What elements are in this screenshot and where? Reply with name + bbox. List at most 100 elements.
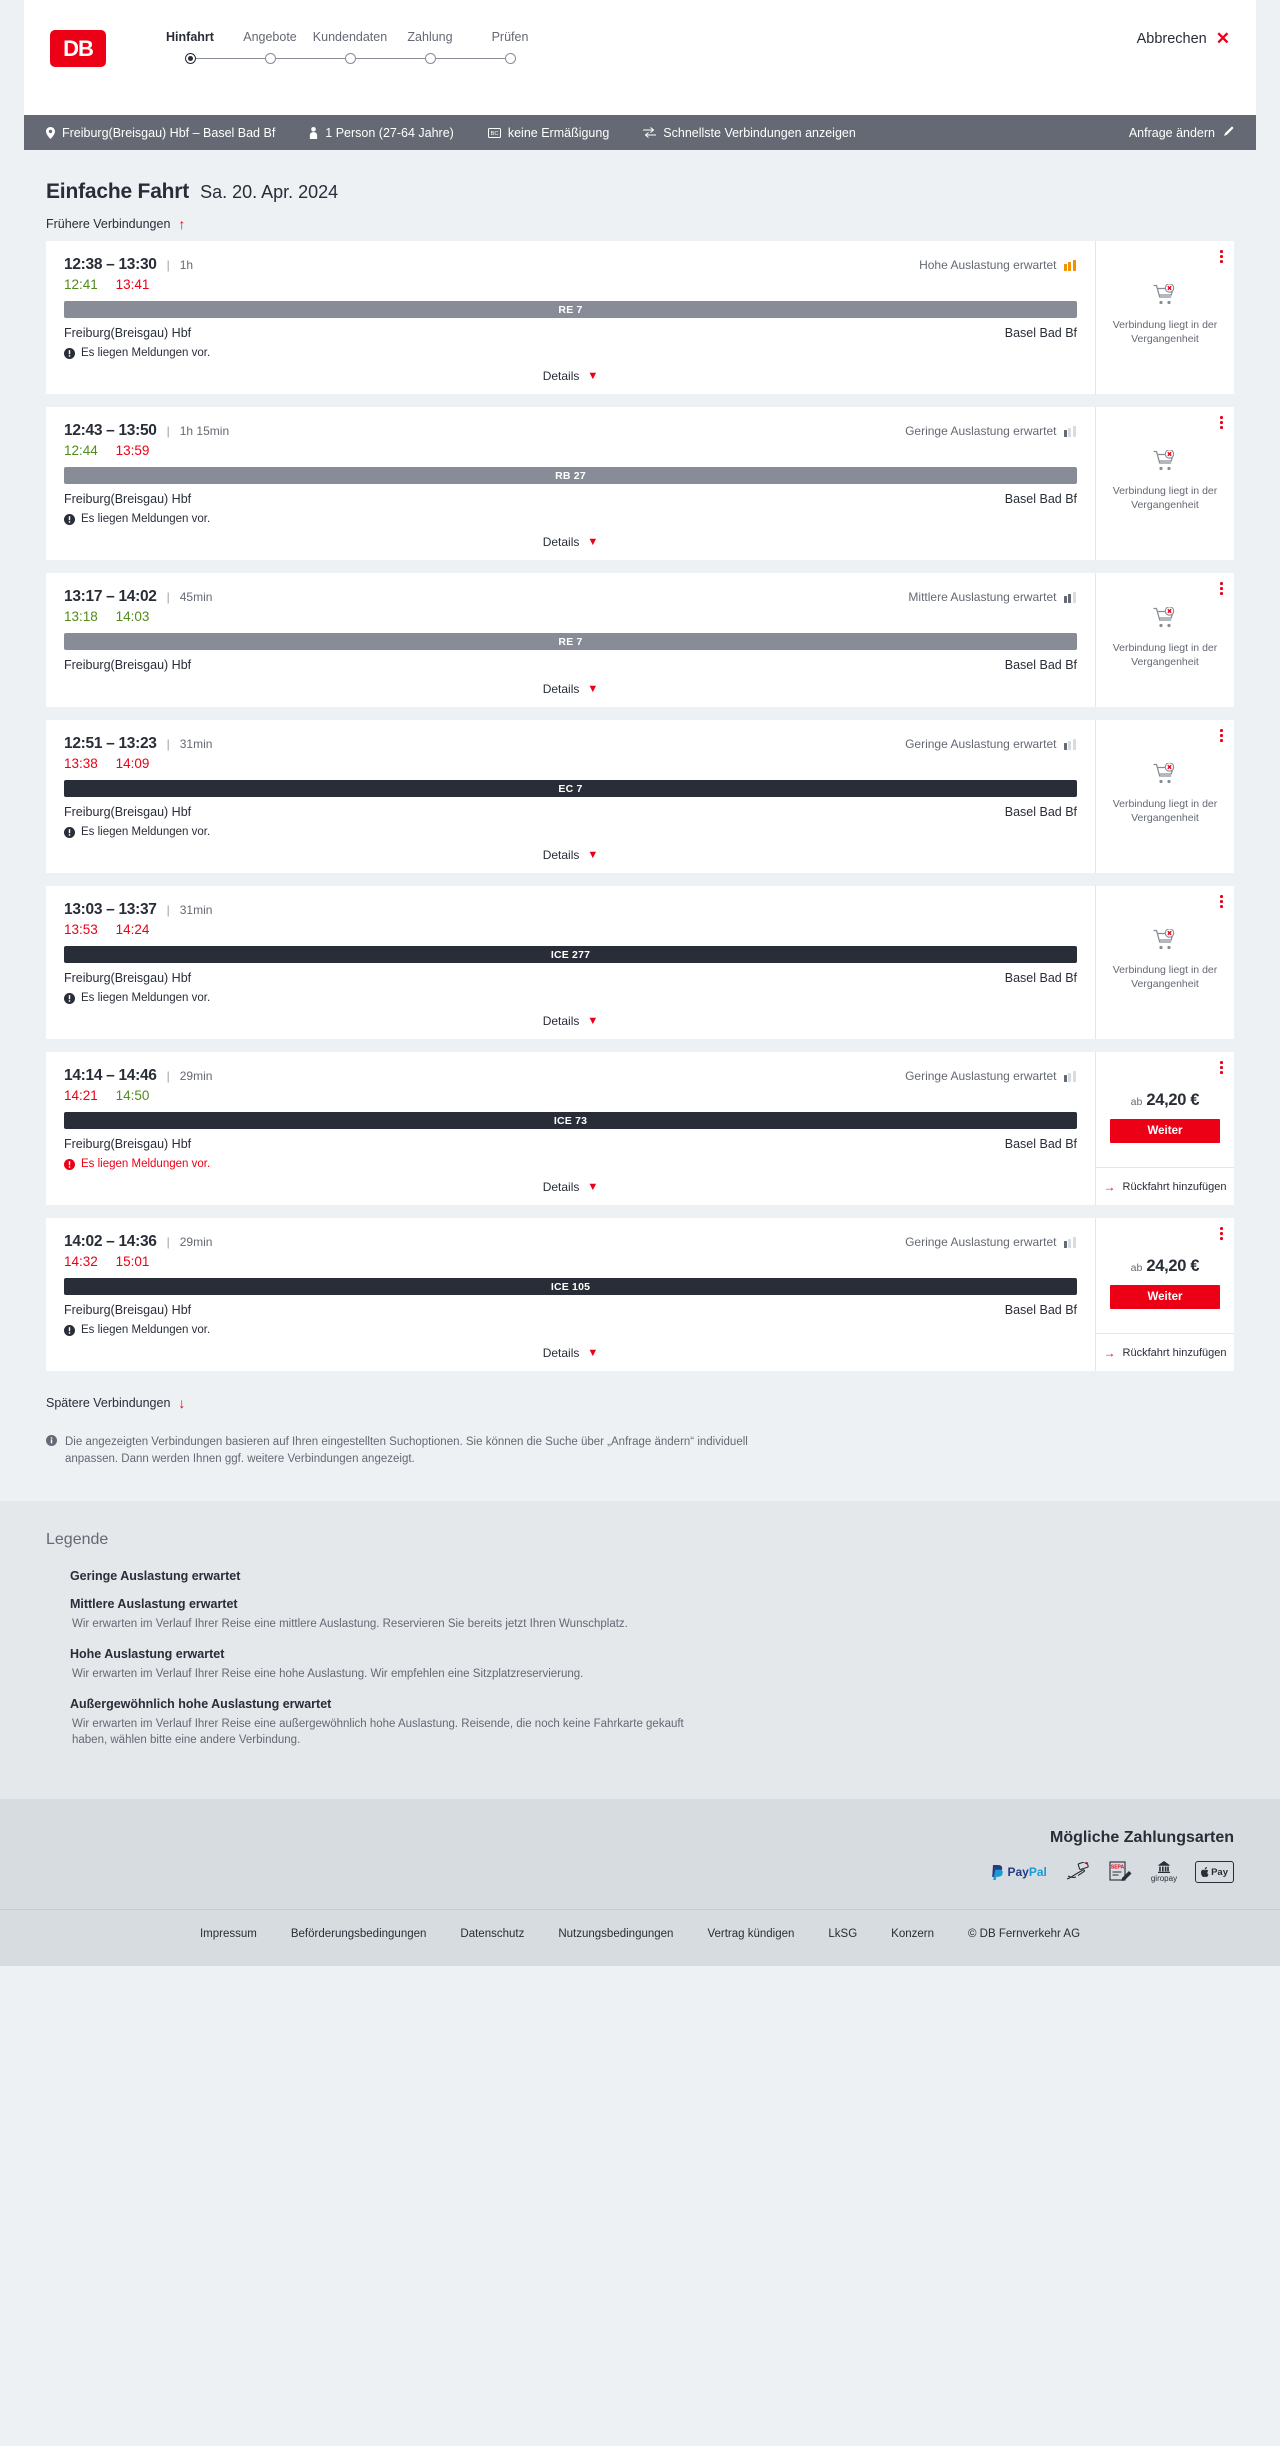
warning-icon — [64, 1324, 75, 1336]
step-dot-angebote[interactable] — [264, 53, 276, 64]
connection-messages[interactable]: Es liegen Meldungen vor. — [64, 347, 1077, 359]
warning-icon — [64, 513, 75, 525]
criteria-route-label: Freiburg(Breisgau) Hbf – Basel Bad Bf — [62, 125, 276, 140]
utilization-icon — [1063, 259, 1078, 271]
train-badge[interactable]: RB 27 — [64, 467, 1077, 484]
step-label-hinfahrt[interactable]: Hinfahrt — [166, 30, 214, 44]
continue-button[interactable]: Weiter — [1110, 1284, 1220, 1309]
connection-messages[interactable]: Es liegen Meldungen vor. — [64, 1158, 1077, 1170]
departure-actual-time: 13:38 — [64, 756, 98, 771]
more-options-button[interactable] — [1220, 895, 1223, 910]
connection-messages-label: Es liegen Meldungen vor. — [81, 347, 211, 359]
arrival-actual-time: 13:59 — [115, 443, 150, 458]
person-icon — [309, 126, 318, 139]
cancel-button[interactable]: Abbrechen ✕ — [1137, 30, 1230, 47]
step-label-pruefen[interactable]: Prüfen — [491, 30, 529, 44]
arrival-station: Basel Bad Bf — [1004, 1303, 1077, 1317]
footer-link[interactable]: Konzern — [891, 1928, 935, 1941]
connection-messages[interactable]: Es liegen Meldungen vor. — [64, 1324, 1077, 1336]
footer-link[interactable]: LkSG — [828, 1928, 858, 1941]
continue-button[interactable]: Weiter — [1110, 1118, 1220, 1143]
more-options-button[interactable] — [1220, 250, 1223, 265]
departure-actual-time: 14:32 — [64, 1254, 98, 1269]
chevron-down-icon: ▼ — [587, 370, 599, 382]
step-label-kundendaten[interactable]: Kundendaten — [312, 30, 388, 44]
details-toggle[interactable]: Details ▼ — [64, 535, 1077, 560]
step-label-zahlung[interactable]: Zahlung — [407, 30, 453, 44]
step-dot-hinfahrt[interactable] — [184, 53, 196, 64]
details-toggle[interactable]: Details ▼ — [64, 1180, 1077, 1205]
footer-link[interactable]: Nutzungsbedingungen — [558, 1928, 674, 1941]
train-badge[interactable]: ICE 277 — [64, 946, 1077, 963]
more-options-button[interactable] — [1220, 729, 1223, 744]
departure-station: Freiburg(Breisgau) Hbf — [64, 326, 192, 340]
actual-times: 13:18 14:03 — [64, 609, 1077, 624]
train-badge[interactable]: RE 7 — [64, 633, 1077, 650]
arrival-actual-time: 14:24 — [115, 922, 150, 937]
criteria-discount[interactable]: BC keine Ermäßigung — [487, 126, 609, 140]
past-connection-label: Verbindung liegt in der Vergangenheit — [1112, 319, 1218, 345]
step-label-angebote[interactable]: Angebote — [243, 30, 297, 44]
step-dot-kundendaten[interactable] — [344, 53, 356, 64]
paypal-label-pal: Pal — [1028, 1865, 1047, 1880]
db-logo[interactable]: DB — [50, 30, 106, 67]
scheduled-times: 12:51 – 13:23 — [64, 735, 157, 752]
price-panel: ab 24,20 € Weiter — [1096, 1218, 1234, 1333]
criteria-passengers[interactable]: 1 Person (27-64 Jahre) — [309, 126, 454, 140]
step-dot-wrap-3 — [310, 53, 390, 64]
arrival-actual-time: 13:41 — [115, 277, 150, 292]
utilization-label: Mittlere Auslastung erwartet — [908, 590, 1057, 604]
train-badge[interactable]: RE 7 — [64, 301, 1077, 318]
earlier-connections-button[interactable]: Frühere Verbindungen ↑ — [24, 204, 1256, 241]
train-badge[interactable]: EC 7 — [64, 780, 1077, 797]
footer-link[interactable]: Impressum — [199, 1928, 257, 1941]
utilization-icon — [46, 1698, 61, 1710]
footer-link[interactable]: Beförderungsbedingungen — [290, 1928, 427, 1941]
utilization-icon — [1063, 591, 1078, 603]
arrow-right-icon: → — [1103, 1345, 1116, 1360]
connection-list: 12:38 – 13:30 | 1h Hohe Auslastung erwar… — [24, 241, 1256, 1371]
connection-messages[interactable]: Es liegen Meldungen vor. — [64, 826, 1077, 838]
db-logo-text: DB — [63, 35, 94, 61]
details-toggle[interactable]: Details ▼ — [64, 1346, 1077, 1371]
train-badge[interactable]: ICE 105 — [64, 1278, 1077, 1295]
criteria-sort[interactable]: Schnellste Verbindungen anzeigen — [643, 126, 856, 140]
connection-header: 12:43 – 13:50 | 1h 15min Geringe Auslast… — [64, 422, 1077, 440]
arrow-up-icon: ↑ — [178, 216, 186, 232]
station-row: Freiburg(Breisgau) Hbf Basel Bad Bf — [64, 1137, 1077, 1151]
results-page: Einfache Fahrt Sa. 20. Apr. 2024 Frühere… — [0, 150, 1280, 1467]
more-options-button[interactable] — [1220, 416, 1223, 431]
connection-messages[interactable]: Es liegen Meldungen vor. — [64, 513, 1077, 525]
details-toggle[interactable]: Details ▼ — [64, 1014, 1077, 1039]
details-toggle[interactable]: Details ▼ — [64, 369, 1077, 394]
step-dot-pruefen[interactable] — [504, 53, 516, 64]
later-connections-button[interactable]: Spätere Verbindungen ↓ — [24, 1384, 1256, 1420]
connection-side-panel: Verbindung liegt in der Vergangenheit — [1095, 886, 1234, 1039]
connection-messages-label: Es liegen Meldungen vor. — [81, 1158, 211, 1170]
details-toggle[interactable]: Details ▼ — [64, 848, 1077, 873]
footer-link[interactable]: Datenschutz — [460, 1928, 525, 1941]
duration-label: 31min — [179, 737, 213, 751]
arrival-station: Basel Bad Bf — [1004, 658, 1077, 672]
utilization-label: Hohe Auslastung erwartet — [919, 258, 1057, 272]
details-toggle[interactable]: Details ▼ — [64, 682, 1077, 707]
more-options-button[interactable] — [1220, 1061, 1223, 1076]
utilization-indicator: Geringe Auslastung erwartet — [905, 1069, 1077, 1083]
edit-search-button[interactable]: Anfrage ändern — [1129, 126, 1234, 140]
footer-link[interactable]: Vertrag kündigen — [707, 1928, 795, 1941]
stepper-dots — [150, 53, 550, 64]
more-options-button[interactable] — [1220, 582, 1223, 597]
page-footer: Impressum Beförderungsbedingungen Datensch… — [0, 1909, 1280, 1967]
train-badge[interactable]: ICE 73 — [64, 1112, 1077, 1129]
add-return-trip-button[interactable]: → Rückfahrt hinzufügen — [1096, 1333, 1234, 1371]
connection-messages[interactable]: Es liegen Meldungen vor. — [64, 992, 1077, 1004]
connection-main: 13:17 – 14:02 | 45min Mittlere Auslastun… — [46, 573, 1095, 707]
more-options-button[interactable] — [1220, 1227, 1223, 1242]
add-return-trip-button[interactable]: → Rückfahrt hinzufügen — [1096, 1167, 1234, 1205]
step-dot-zahlung[interactable] — [424, 53, 436, 64]
sort-swap-icon — [643, 127, 657, 138]
past-connection-panel: Verbindung liegt in der Vergangenheit — [1096, 720, 1234, 873]
criteria-route[interactable]: Freiburg(Breisgau) Hbf – Basel Bad Bf — [46, 126, 275, 140]
utilization-icon — [1063, 425, 1078, 437]
warning-icon — [64, 826, 75, 838]
